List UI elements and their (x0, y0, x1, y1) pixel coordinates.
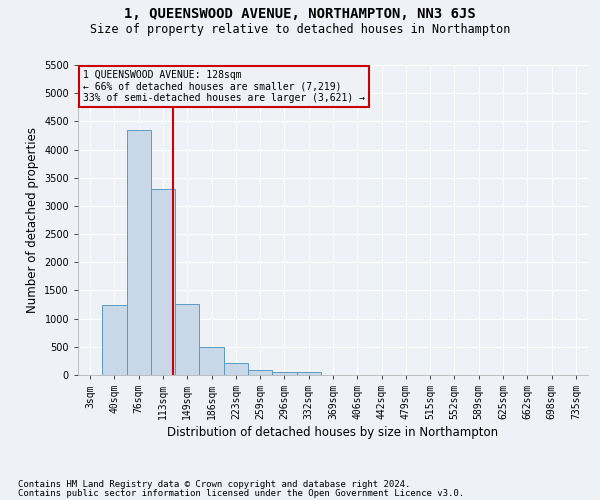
Bar (224, 363, 248, 375)
Text: 1 QUEENSWOOD AVENUE: 128sqm
← 66% of detached houses are smaller (7,219)
33% of : 1 QUEENSWOOD AVENUE: 128sqm ← 66% of det… (83, 70, 365, 103)
Bar (127, 130, 151, 375)
Bar (175, 304, 199, 375)
Text: Contains public sector information licensed under the Open Government Licence v3: Contains public sector information licen… (18, 489, 464, 498)
Y-axis label: Number of detached properties: Number of detached properties (26, 127, 38, 313)
X-axis label: Distribution of detached houses by size in Northampton: Distribution of detached houses by size … (167, 426, 499, 439)
Text: 1, QUEENSWOOD AVENUE, NORTHAMPTON, NN3 6JS: 1, QUEENSWOOD AVENUE, NORTHAMPTON, NN3 6… (124, 8, 476, 22)
Bar (151, 189, 175, 375)
Text: Size of property relative to detached houses in Northampton: Size of property relative to detached ho… (90, 22, 510, 36)
Bar (272, 372, 296, 375)
Bar (296, 372, 321, 375)
Bar (248, 370, 272, 375)
Bar (199, 348, 224, 375)
Bar (102, 304, 127, 375)
Text: Contains HM Land Registry data © Crown copyright and database right 2024.: Contains HM Land Registry data © Crown c… (18, 480, 410, 489)
